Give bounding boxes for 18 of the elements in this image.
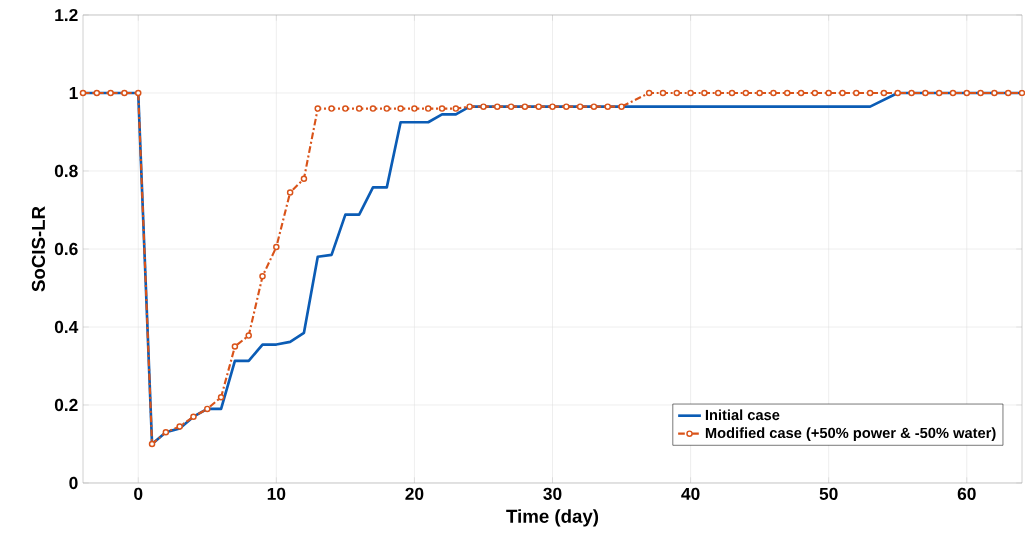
legend-label: Modified case (+50% power & -50% water) (705, 427, 996, 441)
y-tick-label: 0.6 (54, 242, 78, 256)
y-tick-label: 0.2 (54, 398, 78, 412)
y-axis-title: SoCIS-LR (31, 206, 46, 292)
x-tick-label: 50 (819, 487, 838, 500)
legend-label: Initial case (705, 409, 780, 421)
x-tick-label: 20 (405, 487, 424, 500)
x-tick-label: 40 (681, 487, 700, 500)
x-tick-label: 0 (134, 487, 143, 500)
y-tick-label: 1 (69, 87, 78, 99)
y-tick-label: 0 (69, 476, 78, 490)
x-axis-title: Time (day) (506, 509, 599, 527)
y-tick-label: 0.8 (54, 164, 78, 178)
y-tick-label: 0.4 (54, 320, 79, 334)
y-tick-label: 1.2 (55, 8, 78, 22)
x-tick-label: 60 (957, 487, 976, 500)
x-tick-label: 10 (267, 487, 286, 500)
x-tick-label: 30 (543, 487, 562, 500)
